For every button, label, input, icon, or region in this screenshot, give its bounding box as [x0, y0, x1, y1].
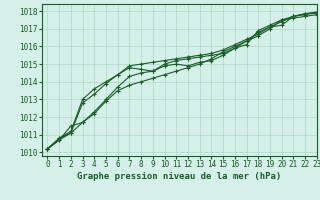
- X-axis label: Graphe pression niveau de la mer (hPa): Graphe pression niveau de la mer (hPa): [77, 172, 281, 181]
